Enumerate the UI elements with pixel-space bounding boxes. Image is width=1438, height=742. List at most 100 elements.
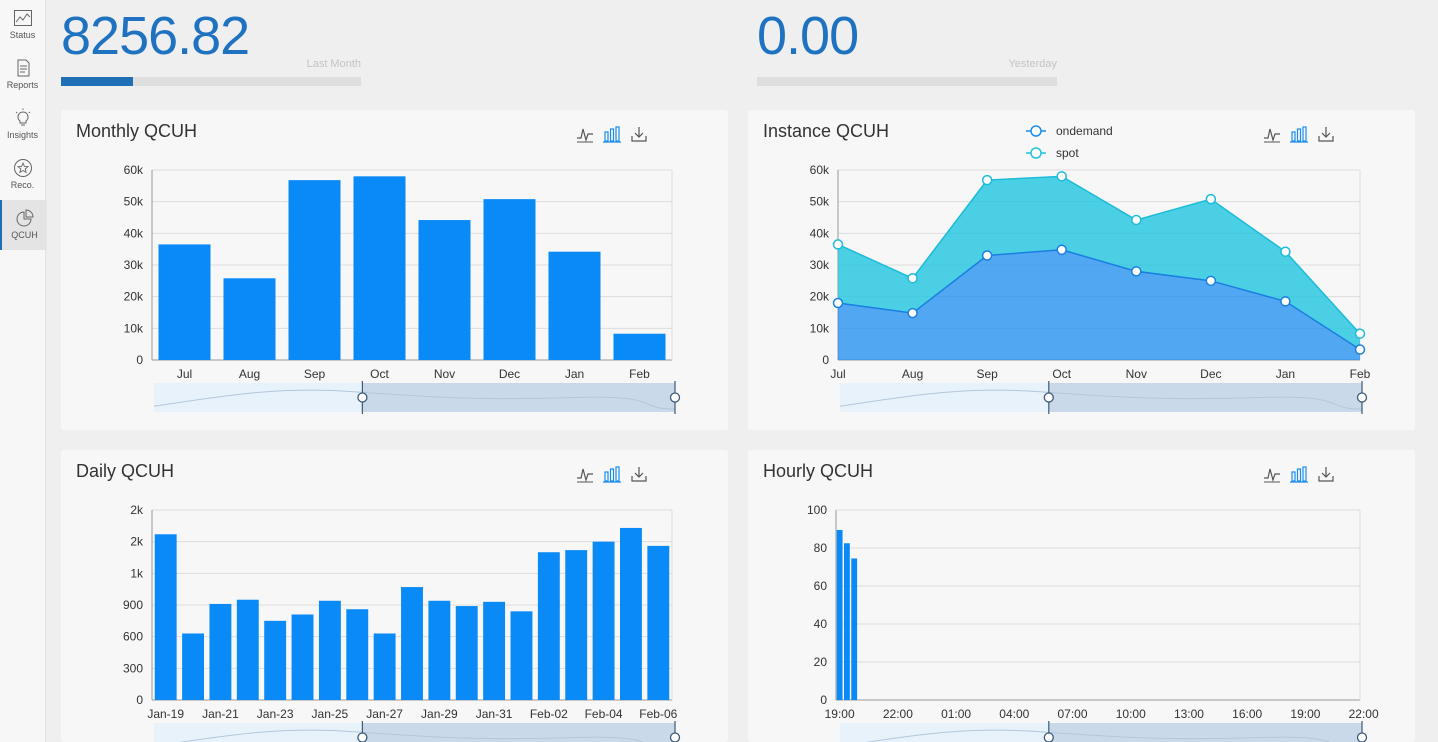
ondemand-point[interactable] xyxy=(1131,266,1142,277)
bar[interactable] xyxy=(346,609,369,700)
switch-to-line-button[interactable] xyxy=(575,124,595,144)
y-tick-label: 60k xyxy=(810,163,830,177)
x-tick-label: 10:00 xyxy=(1116,707,1146,721)
save-image-button[interactable] xyxy=(629,124,649,144)
x-tick-label: Nov xyxy=(434,367,455,381)
spot-point[interactable] xyxy=(832,239,844,250)
bar[interactable] xyxy=(318,600,341,700)
zoom-handle-right[interactable] xyxy=(669,732,681,742)
bar[interactable] xyxy=(264,620,287,700)
chart-toolbar xyxy=(1262,464,1343,484)
bar[interactable] xyxy=(353,176,406,360)
bar[interactable] xyxy=(613,333,666,360)
switch-to-bar-button[interactable] xyxy=(1289,464,1309,484)
ondemand-point[interactable] xyxy=(1205,275,1217,287)
zoom-handle-left[interactable] xyxy=(357,732,368,742)
bar[interactable] xyxy=(620,527,642,700)
bar[interactable] xyxy=(154,534,177,700)
bar[interactable] xyxy=(373,633,396,701)
zoom-handle-right[interactable] xyxy=(1356,392,1368,403)
sidebar-item-insights[interactable]: Insights xyxy=(0,100,45,150)
bar[interactable] xyxy=(291,614,314,701)
ondemand-point[interactable] xyxy=(1056,244,1067,256)
x-tick-label: Sep xyxy=(304,367,326,381)
y-tick-label: 2k xyxy=(130,503,144,517)
switch-to-line-button[interactable] xyxy=(575,464,595,484)
spot-point[interactable] xyxy=(907,273,918,284)
bar[interactable] xyxy=(182,633,204,701)
kpi-label: Last Month xyxy=(306,58,361,70)
bar[interactable] xyxy=(401,587,423,700)
bar[interactable] xyxy=(592,541,615,700)
zoom-handle-left[interactable] xyxy=(1043,392,1054,403)
ondemand-point[interactable] xyxy=(981,250,993,261)
bar[interactable] xyxy=(844,543,850,700)
bar[interactable] xyxy=(455,606,478,700)
y-tick-label: 50k xyxy=(124,195,144,209)
switch-to-bar-button[interactable] xyxy=(602,464,622,484)
bar[interactable] xyxy=(836,529,843,700)
bar[interactable] xyxy=(851,558,858,700)
switch-to-line-button[interactable] xyxy=(1262,124,1282,144)
bar[interactable] xyxy=(236,599,259,700)
bar[interactable] xyxy=(510,611,533,700)
kpi-label: Yesterday xyxy=(1008,58,1057,70)
zoom-handle-left[interactable] xyxy=(1043,732,1054,742)
x-tick-label: Dec xyxy=(499,367,520,381)
instance-qcuh-chart: 0 10k 20k 30k 40k 50k 60k Jul Aug Sep Oct Nov Dec Jan… xyxy=(810,124,1371,414)
zoom-handle-left[interactable] xyxy=(357,392,368,403)
sidebar-item-qcuh[interactable]: QCUH xyxy=(0,200,47,250)
daily-qcuh-chart: 0 300 600 900 1k 2k 2k Jan-19 Jan-21 Jan-23 Jan-25… xyxy=(123,503,681,742)
spot-point[interactable] xyxy=(981,174,993,186)
y-tick-label: 300 xyxy=(123,661,143,675)
bar[interactable] xyxy=(483,601,506,700)
ondemand-point[interactable] xyxy=(1280,296,1291,307)
y-tick-label: 20 xyxy=(814,655,828,669)
sidebar-item-status[interactable]: Status xyxy=(0,0,45,50)
bar-chart-icon xyxy=(603,466,621,483)
kpi-last-month: 8256.82 Last Month xyxy=(61,0,361,90)
bar[interactable] xyxy=(483,199,536,360)
spot-point[interactable] xyxy=(1056,171,1067,182)
zoom-slider-selection[interactable] xyxy=(1048,383,1362,412)
x-tick-label: 19:00 xyxy=(1290,707,1320,721)
y-tick-label: 80 xyxy=(814,541,828,555)
zoom-handle-right[interactable] xyxy=(1356,732,1368,742)
switch-to-bar-button[interactable] xyxy=(1289,124,1309,144)
panel-title: Monthly QCUH xyxy=(76,121,198,141)
sidebar-item-label: QCUH xyxy=(11,230,38,240)
y-tick-label: 40 xyxy=(814,617,828,631)
bar[interactable] xyxy=(288,180,341,360)
ondemand-area xyxy=(838,249,1360,360)
switch-to-line-button[interactable] xyxy=(1262,464,1282,484)
ondemand-point[interactable] xyxy=(832,297,844,309)
save-image-button[interactable] xyxy=(1316,464,1336,484)
spot-point[interactable] xyxy=(1205,193,1217,205)
save-image-button[interactable] xyxy=(1316,124,1336,144)
bar[interactable] xyxy=(428,600,451,700)
bar[interactable] xyxy=(209,603,232,700)
zoom-slider-selection[interactable] xyxy=(362,383,675,412)
bar[interactable] xyxy=(565,550,588,700)
bar[interactable] xyxy=(537,552,560,700)
bar[interactable] xyxy=(223,278,276,360)
y-tick-label: 1k xyxy=(130,566,144,580)
save-image-button[interactable] xyxy=(629,464,649,484)
ondemand-point[interactable] xyxy=(907,307,918,319)
ondemand-point[interactable] xyxy=(1354,344,1366,355)
line-chart-icon xyxy=(577,128,593,143)
switch-to-bar-button[interactable] xyxy=(602,124,622,144)
spot-point[interactable] xyxy=(1354,328,1366,339)
x-tick-label: Jan-31 xyxy=(476,707,513,721)
bar[interactable] xyxy=(418,220,471,360)
bar-chart-icon xyxy=(1290,466,1308,483)
bar[interactable] xyxy=(158,244,211,360)
bar[interactable] xyxy=(647,545,670,700)
bar[interactable] xyxy=(548,251,601,360)
spot-point[interactable] xyxy=(1131,214,1142,226)
sidebar-item-reports[interactable]: Reports xyxy=(0,50,45,100)
zoom-handle-right[interactable] xyxy=(669,392,681,403)
y-tick-label: 0 xyxy=(820,693,827,707)
sidebar-item-reco[interactable]: Reco. xyxy=(0,150,45,200)
spot-point[interactable] xyxy=(1280,246,1291,257)
